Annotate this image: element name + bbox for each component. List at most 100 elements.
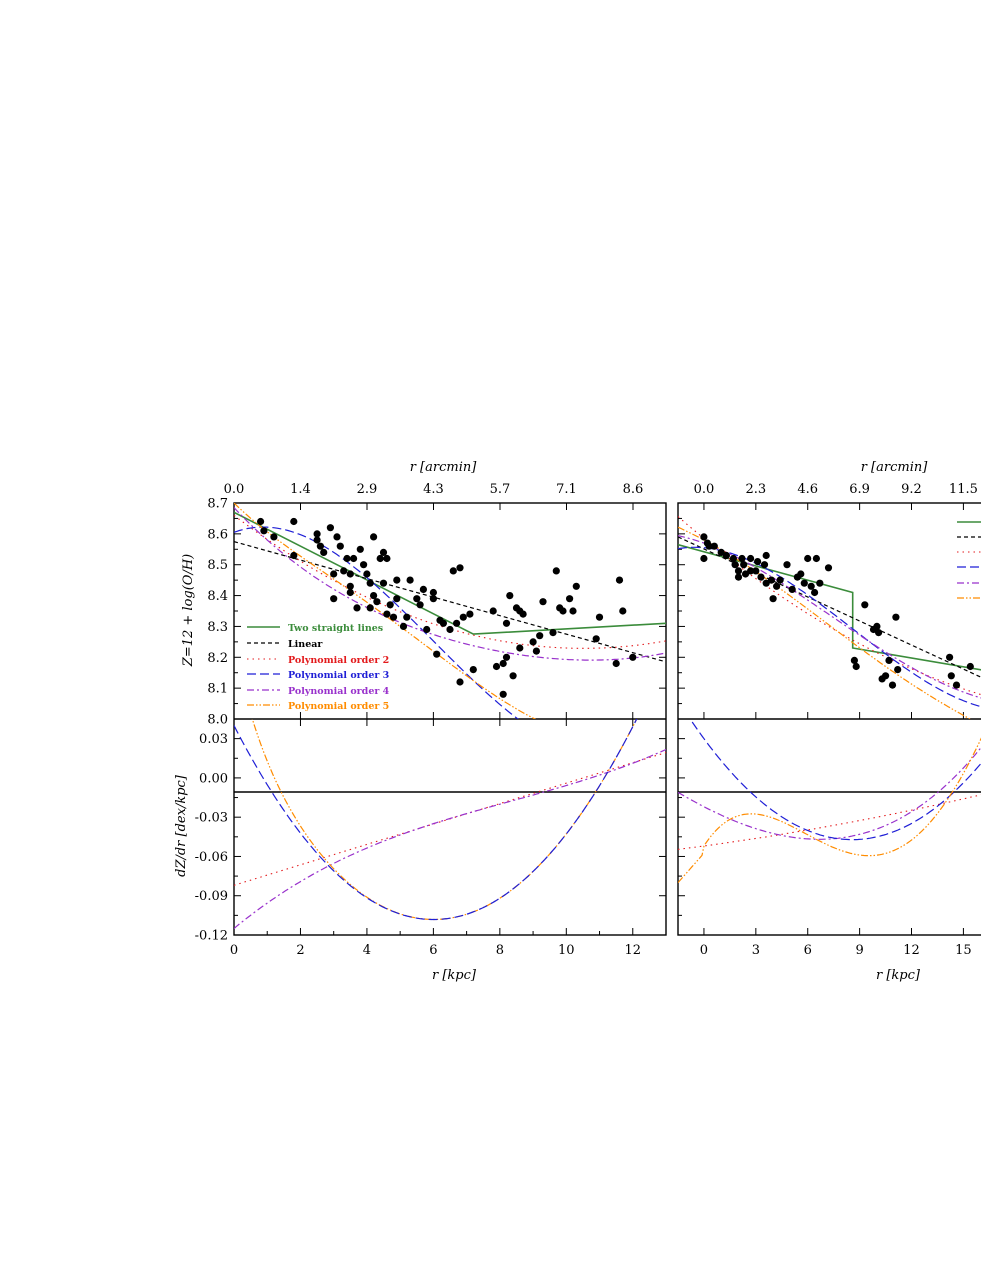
data-point — [416, 601, 424, 609]
data-point — [393, 595, 401, 603]
right-poly3-curve — [678, 546, 981, 708]
data-point — [313, 536, 321, 544]
data-point — [762, 579, 770, 587]
data-point — [346, 588, 354, 597]
data-point — [892, 613, 900, 621]
data-point — [519, 610, 527, 618]
data-point — [406, 576, 414, 584]
data-point — [466, 610, 474, 618]
y-tick-label: 8.5 — [207, 558, 228, 573]
data-point — [804, 554, 812, 563]
x-tick-label: 12 — [624, 943, 641, 958]
data-point — [946, 653, 954, 661]
data-point — [439, 619, 447, 627]
data-point — [769, 595, 777, 603]
y-tick-label: -0.09 — [195, 889, 228, 904]
x-tick-label: 8 — [496, 943, 504, 958]
bottom-y-axis-title: dZ/dr [dex/kpc] — [174, 774, 189, 877]
data-point — [499, 690, 507, 698]
data-point — [290, 517, 298, 526]
top-tick-label: 0.0 — [694, 482, 715, 497]
data-point — [429, 595, 437, 603]
y-tick-label: 8.3 — [207, 620, 228, 635]
data-point — [386, 601, 394, 609]
data-point — [807, 582, 815, 590]
top-tick-label: 5.7 — [490, 482, 511, 497]
top-tick-label: 6.9 — [849, 482, 870, 497]
right-linear-curve — [678, 536, 981, 678]
left-deriv-poly4-curve — [234, 748, 666, 929]
data-point — [343, 554, 351, 563]
data-point — [700, 533, 708, 541]
data-point — [379, 548, 388, 557]
top-tick-label: 9.2 — [901, 482, 922, 497]
y-tick-label: 8.6 — [207, 527, 228, 542]
data-point — [783, 561, 791, 569]
data-point — [800, 579, 808, 587]
legend-poly3-label: Polynomial order 3 — [288, 670, 389, 681]
data-point — [379, 579, 388, 587]
data-point — [797, 570, 805, 578]
data-point — [333, 533, 341, 541]
data-point — [509, 672, 517, 680]
data-point — [316, 542, 324, 550]
y-tick-label: 8.4 — [207, 589, 228, 604]
data-point — [270, 533, 278, 541]
data-point — [569, 607, 577, 615]
y-tick-label: 8.0 — [207, 713, 228, 728]
right-poly2-curve — [678, 516, 981, 696]
x-tick-label: 15 — [955, 943, 972, 958]
top-tick-label: 8.6 — [623, 482, 644, 497]
data-point — [882, 672, 890, 680]
data-point — [532, 647, 541, 655]
data-point — [423, 625, 431, 634]
x-tick-label: 12 — [903, 943, 920, 958]
y-tick-label: 8.1 — [207, 682, 228, 697]
data-point — [566, 595, 574, 603]
data-point — [966, 662, 974, 671]
data-point — [773, 582, 781, 590]
top-tick-label: 11.5 — [949, 482, 978, 497]
data-point — [952, 681, 961, 689]
data-point — [370, 533, 378, 541]
left-two-straight-lines-curve — [234, 511, 666, 635]
x-tick-label: 0 — [700, 943, 708, 958]
data-point — [619, 607, 627, 615]
data-point — [456, 678, 464, 686]
data-point — [456, 564, 464, 572]
data-point — [260, 527, 268, 535]
data-point — [824, 564, 833, 572]
data-point — [700, 554, 708, 563]
data-point — [340, 567, 348, 575]
data-point — [336, 542, 344, 550]
data-point — [469, 666, 477, 674]
data-point — [722, 551, 731, 560]
data-point — [536, 632, 544, 640]
data-point — [861, 601, 869, 609]
right-bottom-x-axis-title: r [kpc] — [876, 968, 921, 983]
data-point — [449, 567, 457, 575]
data-point — [549, 629, 557, 637]
data-point — [894, 666, 902, 674]
left-poly5-curve — [234, 503, 537, 719]
data-point — [363, 570, 371, 578]
data-point — [499, 659, 507, 668]
data-point — [850, 656, 859, 665]
left-poly4-curve — [234, 507, 666, 661]
data-point — [729, 554, 738, 563]
left-poly2-curve — [234, 514, 666, 649]
data-point — [885, 656, 893, 665]
data-point — [816, 579, 824, 587]
legend-poly5-label: Polynomial order 5 — [288, 701, 389, 712]
top-tick-label: 2.9 — [357, 482, 378, 497]
data-point — [326, 524, 334, 532]
right-bottom-curves — [678, 719, 981, 884]
y-tick-label: 0.00 — [199, 771, 228, 786]
data-point — [257, 517, 265, 526]
data-point — [776, 576, 784, 584]
data-point — [757, 573, 765, 581]
legend-poly2-label: Polynomial order 2 — [288, 655, 389, 666]
data-point — [760, 561, 769, 569]
data-point — [734, 567, 743, 575]
data-point — [389, 613, 398, 621]
